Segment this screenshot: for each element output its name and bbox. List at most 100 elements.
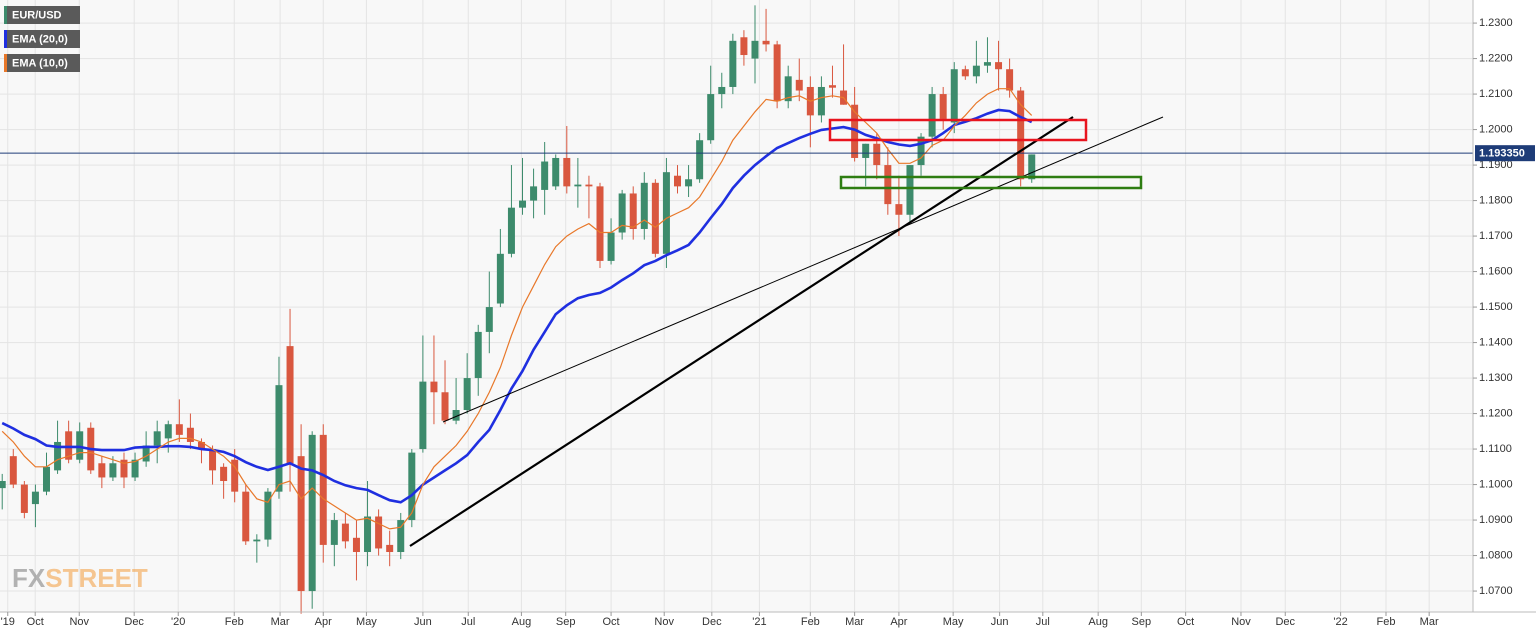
legend-box (4, 6, 80, 24)
candle-body (209, 449, 217, 471)
y-tick-label: 1.1200 (1479, 407, 1513, 419)
candle-body (76, 431, 84, 460)
x-tick-label: Feb (801, 616, 820, 628)
candle-body (231, 459, 239, 492)
ema-line (1, 88, 1033, 530)
candle-body (352, 537, 360, 553)
candle-body (341, 523, 349, 542)
x-tick-label: Apr (890, 616, 907, 628)
candle-body (795, 79, 803, 91)
support-box (839, 175, 1143, 190)
candle-body (585, 184, 593, 187)
x-tick-label: Mar (845, 616, 864, 628)
y-tick-label: 1.2300 (1479, 17, 1513, 29)
x-tick-label: '22 (1333, 616, 1347, 628)
candle-body (153, 431, 161, 446)
candle-body (286, 346, 294, 464)
candle-body (408, 452, 416, 521)
x-tick-label: Nov (69, 616, 89, 628)
candle-body (983, 62, 991, 66)
x-tick-label: Jun (414, 616, 432, 628)
y-tick-label: 1.1100 (1479, 443, 1512, 455)
candle-body (961, 69, 969, 77)
resistance-box (828, 118, 1088, 142)
x-tick-label: Oct (603, 616, 620, 628)
candle-body (1017, 90, 1025, 180)
x-tick-label: May (943, 616, 964, 628)
candle-body (541, 161, 549, 190)
last-price-label: 1.193350 (1479, 148, 1525, 160)
candle-body (751, 40, 759, 59)
candle-body (995, 62, 1003, 70)
candle-body (98, 463, 106, 478)
legend-box (4, 30, 80, 48)
x-tick-label: Sep (1132, 616, 1152, 628)
x-tick-label: Feb (225, 616, 244, 628)
y-tick-label: 1.2000 (1479, 123, 1513, 135)
candle-body (618, 193, 626, 233)
candle-body (906, 165, 914, 215)
legend-label: EMA (10,0) (12, 57, 68, 69)
candle-body (452, 410, 460, 421)
candle-body (917, 136, 925, 166)
y-tick-label: 1.0800 (1479, 549, 1513, 561)
y-tick-label: 1.1400 (1479, 336, 1513, 348)
candle-body (718, 86, 726, 95)
x-tick-label: Mar (1420, 616, 1439, 628)
candle-body (607, 232, 615, 261)
candle-body (164, 424, 172, 439)
candle-body (142, 445, 150, 462)
candle-body (629, 193, 637, 229)
last-price-tag (1475, 145, 1535, 162)
candle-body (895, 204, 903, 215)
x-tick-label: Jul (461, 616, 475, 628)
x-tick-label: Mar (271, 616, 290, 628)
x-tick-label: Dec (702, 616, 722, 628)
candle-body (773, 44, 781, 102)
candle-body (253, 539, 261, 542)
x-tick-label: May (356, 616, 377, 628)
candle-body (1006, 69, 1014, 91)
y-tick-label: 1.2100 (1479, 88, 1513, 100)
candle-body (596, 186, 604, 261)
candle-body (662, 172, 670, 254)
x-tick-label: '20 (171, 616, 185, 628)
y-tick-label: 1.1800 (1479, 194, 1513, 206)
candle-body (651, 182, 659, 254)
legend-swatch (4, 30, 7, 48)
candle-body (264, 491, 272, 540)
candle-body (519, 200, 527, 208)
x-tick-label: '21 (752, 616, 766, 628)
candle-body (884, 165, 892, 205)
x-tick-label: Nov (654, 616, 674, 628)
candle-body (275, 385, 283, 492)
candle-body (862, 143, 870, 158)
candle-body (640, 182, 648, 229)
candle-body (54, 441, 62, 471)
x-tick-label: Apr (315, 616, 332, 628)
legend: EUR/USD EMA (20,0) EMA (10,0) (4, 6, 80, 72)
candle-body (386, 544, 394, 553)
candle-body (197, 441, 205, 450)
candle-body (552, 157, 560, 187)
candle-body (507, 207, 515, 254)
candle-body (330, 520, 338, 545)
annotations (409, 116, 1164, 547)
candle-body (762, 40, 770, 45)
candle-body (0, 481, 6, 489)
candle-body (242, 491, 250, 542)
x-tick-label: Dec (1275, 616, 1295, 628)
x-tick-label: '19 (1, 616, 15, 628)
x-tick-label: Aug (1088, 616, 1108, 628)
x-tick-label: Sep (556, 616, 576, 628)
trend-line (442, 116, 1164, 423)
candle-body (563, 157, 571, 187)
y-tick-label: 1.1700 (1479, 230, 1513, 242)
candle-body (297, 456, 305, 592)
candle-body (873, 143, 881, 166)
candle-body (950, 69, 958, 123)
marks (0, 5, 1473, 614)
candle-body (308, 434, 316, 592)
